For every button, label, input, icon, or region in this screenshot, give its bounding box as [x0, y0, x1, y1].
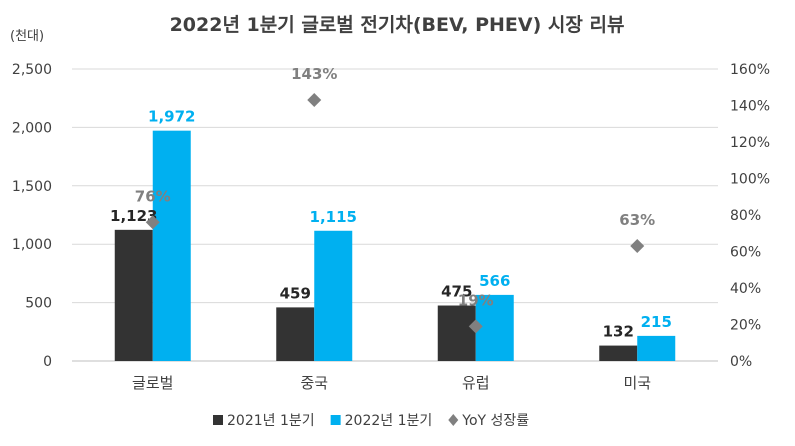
y2-tick-label: 20% [730, 318, 761, 334]
category-labels: 글로벌 중국 유럽 미국 [132, 374, 651, 392]
y-tick-label: 1,000 [12, 237, 52, 253]
yoy-marker [145, 215, 160, 230]
bar [637, 335, 676, 361]
y2-tick-label: 120% [730, 135, 770, 151]
y-axis-ticks: 0 500 1,000 1,500 2,000 2,500 [12, 62, 52, 370]
yoy-data-label: 76% [135, 187, 171, 205]
y-tick-label: 500 [25, 296, 52, 312]
y-tick-label: 2,000 [12, 120, 52, 136]
y2-tick-label: 40% [730, 281, 761, 297]
yoy-marker [630, 239, 645, 254]
legend-label: YoY 성장률 [461, 413, 529, 429]
y-tick-label: 2,500 [12, 62, 52, 78]
yoy-marker [468, 319, 483, 334]
legend-swatch [330, 415, 341, 425]
category-label: 중국 [300, 374, 328, 392]
y-tick-label: 0 [43, 354, 52, 370]
bar-data-label: 566 [479, 272, 510, 290]
y2-tick-label: 60% [730, 245, 761, 261]
bar [152, 130, 191, 361]
yoy-data-label: 143% [291, 65, 337, 83]
bar-data-label: 215 [641, 313, 672, 331]
bar [314, 230, 353, 361]
category-label: 유럽 [462, 374, 490, 392]
yoy-data-label: 19% [458, 291, 494, 309]
bar [599, 345, 638, 361]
chart-title: 2022년 1분기 글로벌 전기차(BEV, PHEV) 시장 리뷰 [170, 14, 625, 36]
legend-swatch [213, 415, 223, 425]
bar-data-label: 132 [603, 323, 634, 341]
bar-labels: 1,123 1,972 459 1,115 475 566 132 215 [110, 108, 672, 341]
y2-tick-label: 100% [730, 172, 770, 188]
yoy-data-label: 63% [619, 211, 655, 229]
y2-tick-label: 140% [730, 99, 770, 115]
y-axis-unit-label: (천대) [10, 29, 44, 44]
bar [276, 307, 315, 361]
bar-data-label: 1,972 [148, 108, 195, 126]
legend-label: 2022년 1분기 [345, 413, 433, 429]
bar [437, 305, 476, 361]
category-label: 글로벌 [132, 374, 173, 392]
bar [475, 294, 514, 361]
bars [114, 130, 676, 361]
bar-data-label: 459 [280, 284, 311, 302]
yoy-markers: 76% 143% 19% 63% [135, 65, 655, 334]
y-tick-label: 1,500 [12, 179, 52, 195]
y2-tick-label: 80% [730, 208, 761, 224]
legend-swatch [448, 414, 459, 426]
legend-label: 2021년 1분기 [227, 413, 315, 429]
y2-tick-label: 160% [730, 62, 770, 78]
legend: 2021년 1분기 2022년 1분기 YoY 성장률 [213, 413, 529, 429]
bar-data-label: 1,123 [110, 207, 157, 225]
y2-tick-label: 0% [730, 354, 752, 370]
bar-data-label: 475 [441, 283, 472, 301]
yoy-marker [307, 93, 322, 108]
bar [114, 229, 153, 361]
category-label: 미국 [623, 374, 651, 392]
y2-axis-ticks: 0% 20% 40% 60% 80% 100% 120% 140% 160% [730, 62, 770, 370]
bar-data-label: 1,115 [310, 208, 357, 226]
